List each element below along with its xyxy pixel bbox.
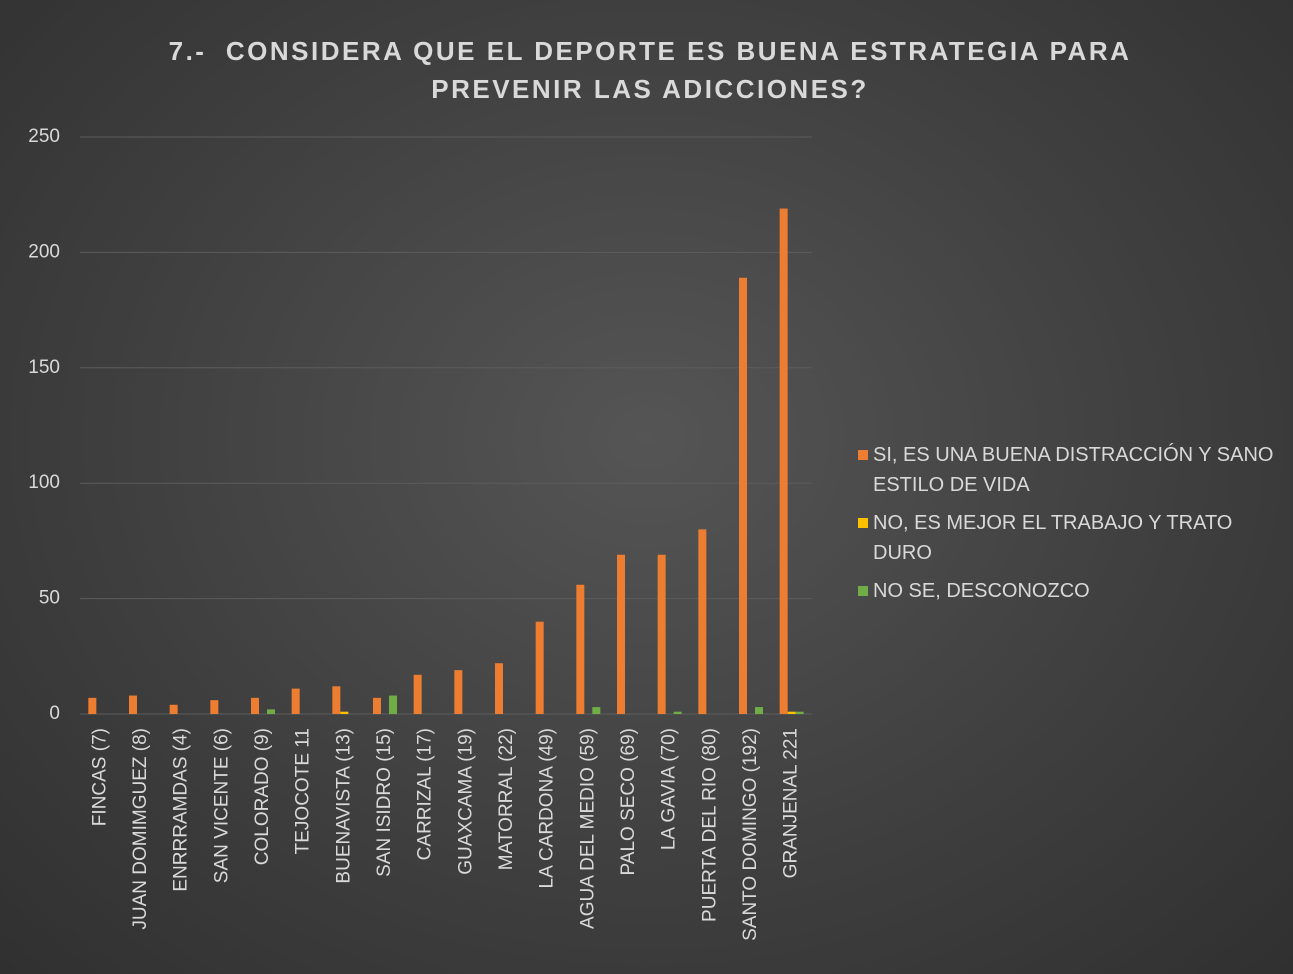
x-tick-label: LA CARDONA (49): [537, 728, 558, 889]
bar: [88, 697, 97, 714]
bar: [454, 670, 463, 714]
legend: SI, ES UNA BUENA DISTRACCIÓN Y SANO ESTI…: [858, 440, 1278, 614]
bar: [413, 674, 422, 714]
legend-swatch: [858, 586, 868, 596]
bar: [673, 711, 682, 714]
x-tick-label: AGUA DEL MEDIO (59): [577, 728, 598, 929]
y-tick-label: 150: [28, 357, 60, 378]
bar: [592, 707, 601, 714]
bar: [535, 621, 544, 714]
bar: [373, 697, 381, 714]
y-tick-label: 200: [28, 241, 60, 262]
legend-item: SI, ES UNA BUENA DISTRACCIÓN Y SANO ESTI…: [858, 440, 1278, 500]
y-tick-label: 50: [39, 588, 60, 609]
x-tick-label: COLORADO (9): [252, 728, 273, 865]
bar: [657, 554, 666, 714]
bar: [779, 208, 788, 714]
x-tick-label: TEJOCOTE 11: [293, 728, 314, 854]
legend-item: NO, ES MEJOR EL TRABAJO Y TRATO DURO: [858, 508, 1278, 568]
x-tick-label: SAN ISIDRO (15): [374, 728, 395, 877]
y-tick-label: 100: [28, 472, 60, 493]
legend-swatch: [858, 518, 868, 528]
x-tick-label: GRANJENAL 221: [781, 728, 802, 878]
y-tick-label: 0: [49, 703, 60, 724]
bar: [332, 686, 341, 714]
x-tick-label: SAN VICENTE (6): [211, 728, 232, 883]
legend-label: NO, ES MEJOR EL TRABAJO Y TRATO DURO: [873, 512, 1233, 564]
legend-swatch: [858, 450, 868, 460]
bar: [576, 584, 585, 714]
x-tick-label: SANTO DOMINGO (192): [740, 728, 761, 941]
bar: [795, 711, 804, 714]
bar: [291, 688, 300, 714]
x-tick-label: LA GAVIA (70): [659, 728, 680, 850]
bar: [755, 707, 763, 714]
legend-label: SI, ES UNA BUENA DISTRACCIÓN Y SANO ESTI…: [873, 444, 1274, 496]
bar: [129, 695, 137, 714]
bar: [698, 529, 707, 714]
bar: [340, 711, 349, 714]
legend-label: NO SE, DESCONOZCO: [873, 580, 1090, 602]
x-tick-label: ENRRRAMDAS (4): [171, 728, 192, 892]
x-tick-label: GUAXCAMA (19): [455, 728, 476, 875]
x-tick-label: JUAN DOMIMGUEZ (8): [130, 728, 151, 930]
x-tick-label: CARRIZAL (17): [415, 728, 436, 860]
x-tick-label: PUERTA DEL RIO (80): [699, 728, 720, 922]
bar: [210, 700, 219, 714]
x-tick-label: MATORRAL (22): [496, 728, 517, 870]
x-tick-label: PALO SECO (69): [618, 728, 639, 875]
bar: [787, 711, 796, 714]
legend-item: NO SE, DESCONOZCO: [858, 576, 1278, 606]
bar: [617, 554, 625, 714]
bar: [389, 695, 397, 714]
bar: [169, 704, 178, 714]
y-tick-label: 250: [28, 126, 60, 147]
x-tick-label: FINCAS (7): [89, 728, 110, 826]
bar: [739, 277, 747, 714]
x-tick-label: BUENAVISTA (13): [333, 728, 354, 884]
chart-title: 7.- CONSIDERA QUE EL DEPORTE ES BUENA ES…: [168, 36, 1142, 104]
bar: [267, 709, 275, 714]
bar: [251, 697, 259, 714]
bar: [495, 663, 503, 714]
